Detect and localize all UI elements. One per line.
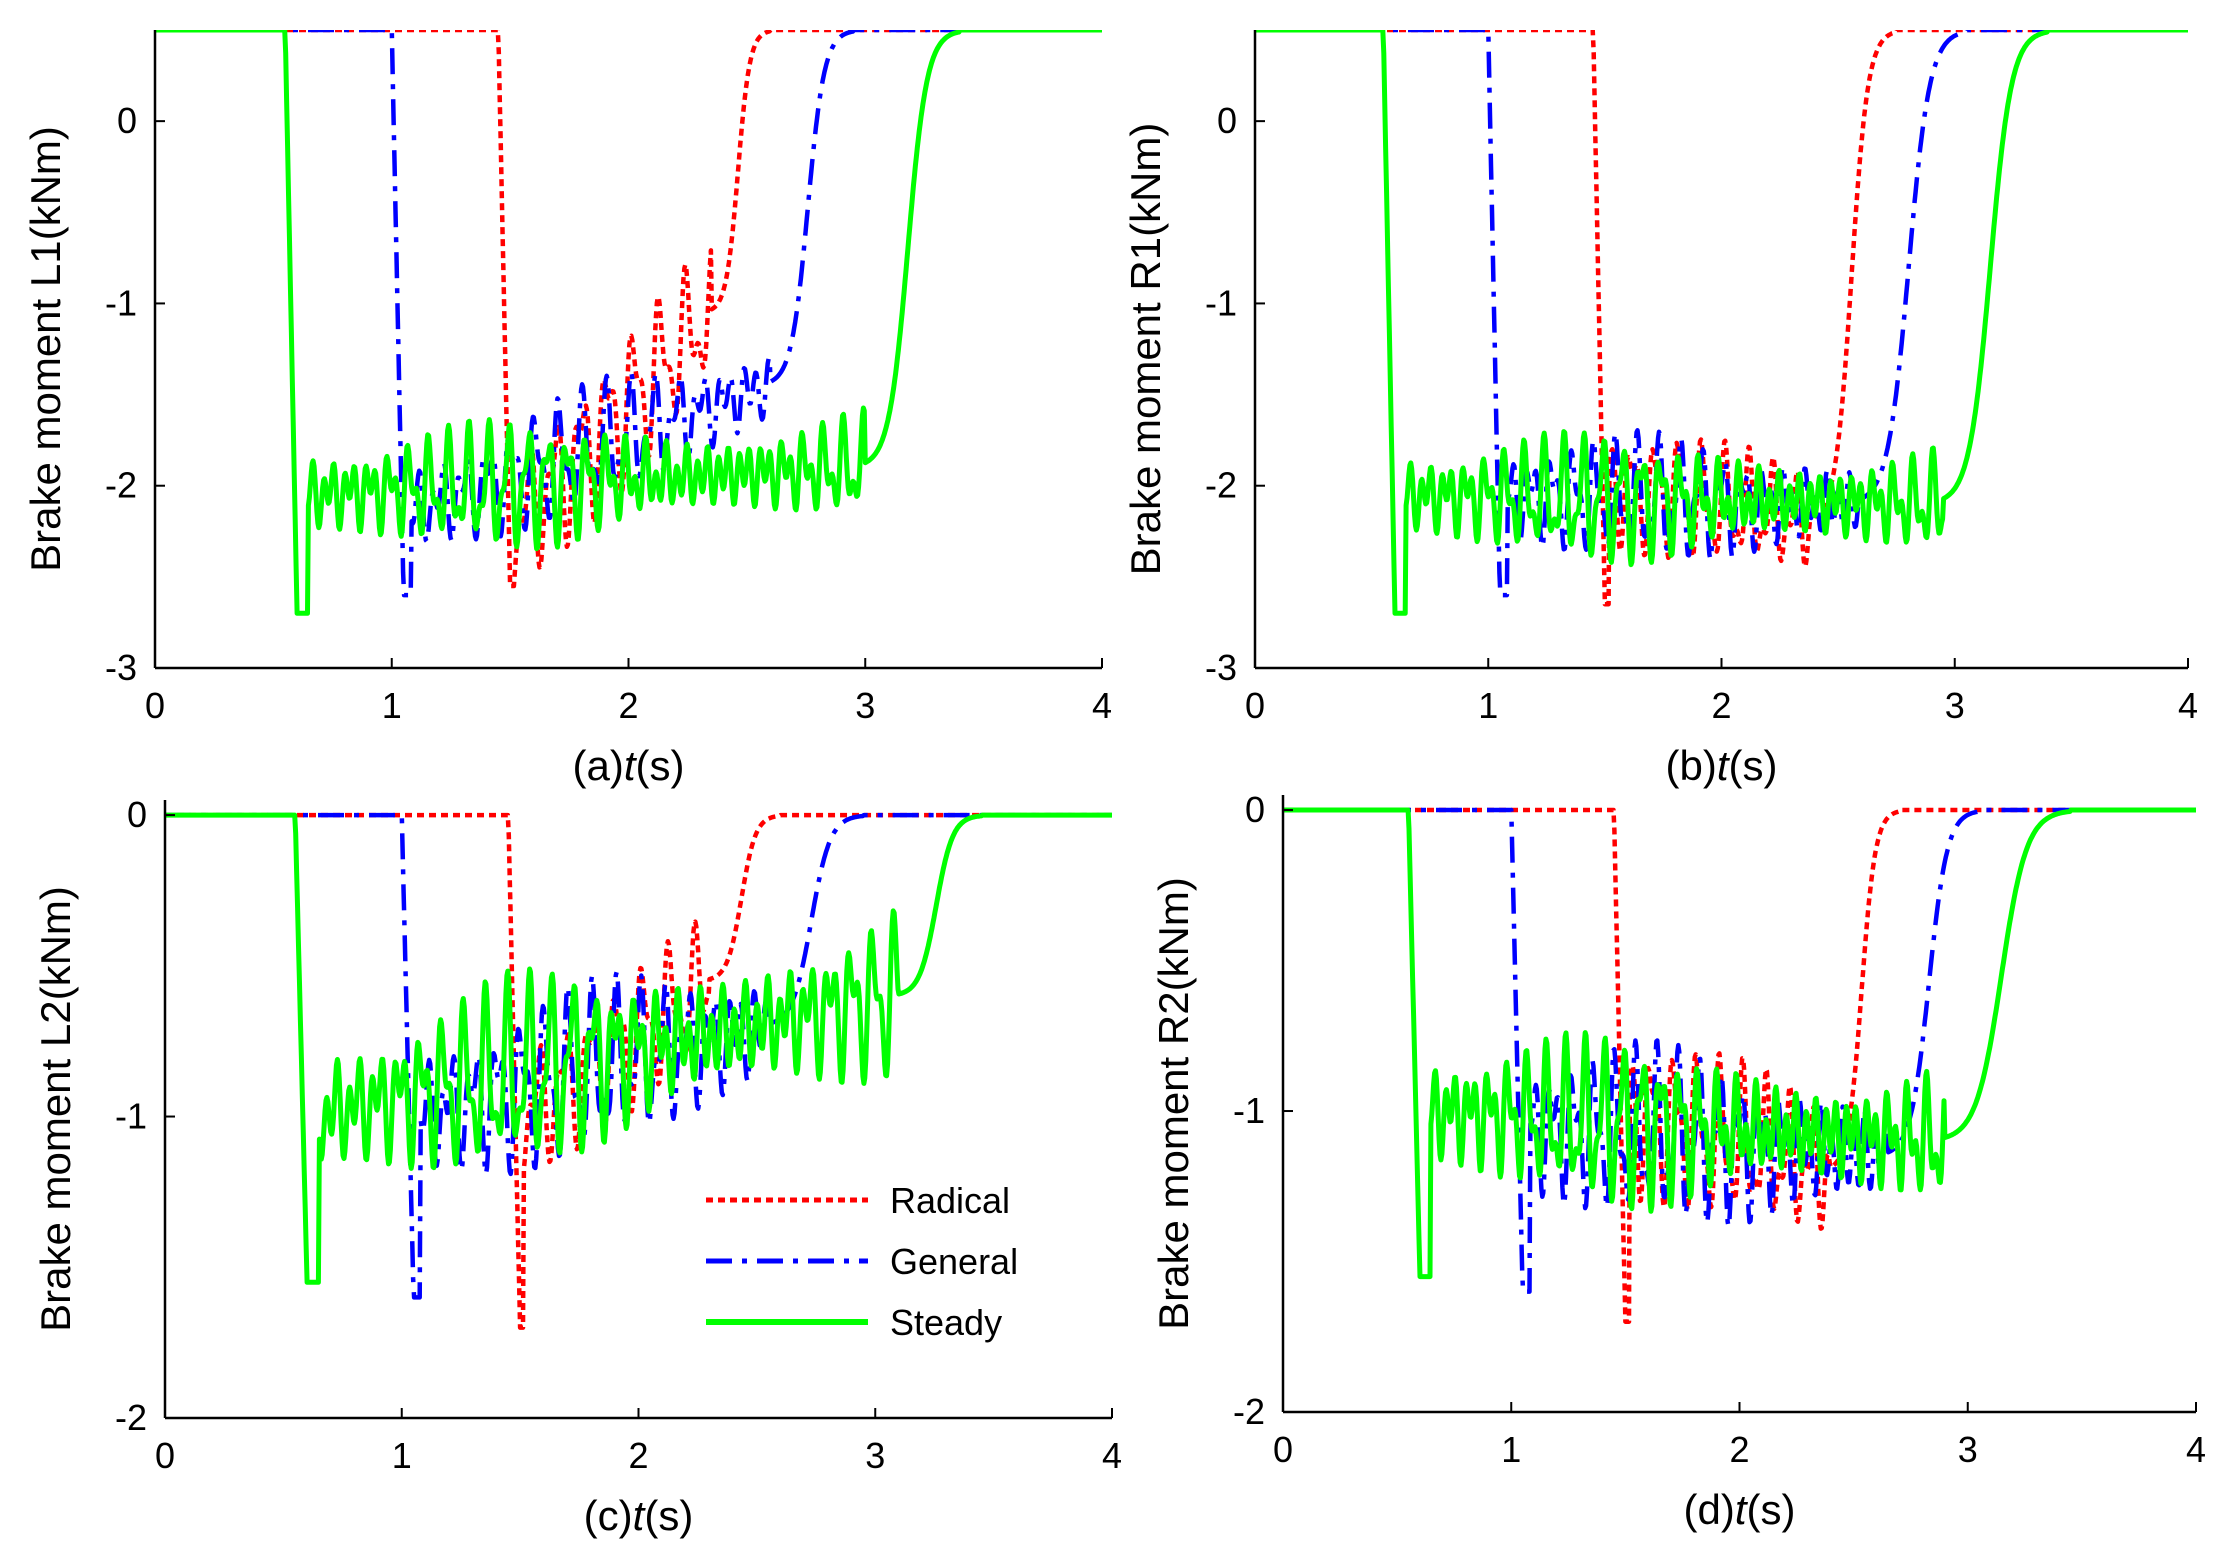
y-tick-label: -1 bbox=[105, 282, 137, 323]
y-tick-label: 0 bbox=[1217, 100, 1237, 141]
x-tick-label: 2 bbox=[618, 685, 638, 726]
x-tick-label: 0 bbox=[1273, 1429, 1293, 1470]
x-label-var: t bbox=[633, 1492, 647, 1539]
y-tick-label: -3 bbox=[1205, 647, 1237, 688]
x-label-var: t bbox=[624, 742, 638, 789]
series-line-radical bbox=[155, 30, 1102, 589]
series-group bbox=[1255, 30, 2188, 616]
panel-b: 0 1 2 3 4 -3 -2 -1 0 (b)t(s) Brake moment R1(kNm) bbox=[1122, 30, 2198, 789]
x-tick-label: 1 bbox=[392, 1435, 412, 1476]
x-label-prefix: (b) bbox=[1666, 742, 1717, 789]
panels: 0 1 2 3 4-3-2-10(a)t(s)Brake moment L1(kNm)0… bbox=[22, 30, 2206, 1539]
x-tick-label: 0 bbox=[145, 685, 165, 726]
x-tick-label: 3 bbox=[1945, 685, 1965, 726]
x-tick-label: 1 bbox=[1478, 685, 1498, 726]
x-axis-label: (c)t(s) bbox=[584, 1492, 694, 1539]
x-label-var: t bbox=[1735, 1486, 1749, 1533]
legend-label-steady: Steady bbox=[890, 1302, 1002, 1343]
x-tick-label: 1 bbox=[1501, 1429, 1521, 1470]
x-axis-label: (a)t(s) bbox=[573, 742, 685, 789]
legend-label-radical: Radical bbox=[890, 1180, 1010, 1221]
x-tick-label: 3 bbox=[1958, 1429, 1978, 1470]
y-tick-label: -2 bbox=[1233, 1391, 1265, 1432]
x-label-unit: (s) bbox=[1747, 1486, 1796, 1533]
y-axis-label: Brake moment L2(kNm) bbox=[32, 886, 79, 1332]
x-axis-label: (d)t(s) bbox=[1684, 1486, 1796, 1533]
x-label-unit: (s) bbox=[644, 1492, 693, 1539]
y-tick-label: -2 bbox=[1205, 465, 1237, 506]
x-label-prefix: (d) bbox=[1684, 1486, 1735, 1533]
y-tick-label: -3 bbox=[105, 647, 137, 688]
x-tick-label: 0 bbox=[1245, 685, 1265, 726]
x-tick-label: 0 bbox=[155, 1435, 175, 1476]
series-line-steady bbox=[1283, 807, 2196, 1280]
series-line-steady bbox=[1255, 30, 2188, 616]
x-tick-label: 1 bbox=[382, 685, 402, 726]
x-axis-label: (b)t(s) bbox=[1666, 742, 1778, 789]
x-tick-label: 4 bbox=[2186, 1429, 2206, 1470]
y-tick-label: 0 bbox=[127, 794, 147, 835]
x-label-prefix: (a) bbox=[573, 742, 624, 789]
x-tick-label: 3 bbox=[865, 1435, 885, 1476]
y-axis-label: Brake moment R2(kNm) bbox=[1150, 877, 1197, 1330]
series-group bbox=[1283, 807, 2196, 1324]
panel-d: 0 1 2 3 4 -2 -1 0 (d)t(s) Brake moment R2(kNm) bbox=[1150, 789, 2206, 1533]
x-label-unit: (s) bbox=[1729, 742, 1778, 789]
legend: Radical General Steady bbox=[706, 1180, 1018, 1343]
y-tick-label: -2 bbox=[115, 1397, 147, 1438]
x-tick-label: 2 bbox=[1711, 685, 1731, 726]
x-label-unit: (s) bbox=[636, 742, 685, 789]
y-tick-label: -1 bbox=[1205, 282, 1237, 323]
y-tick-label: 0 bbox=[117, 100, 137, 141]
series-line-steady bbox=[155, 30, 1102, 616]
y-axis-label: Brake moment R1(kNm) bbox=[1122, 123, 1169, 576]
x-label-prefix: (c) bbox=[584, 1492, 633, 1539]
x-tick-label: 2 bbox=[1729, 1429, 1749, 1470]
series-group bbox=[155, 30, 1102, 616]
x-label-var: t bbox=[1717, 742, 1731, 789]
y-tick-label: -1 bbox=[115, 1096, 147, 1137]
y-tick-label: -2 bbox=[105, 465, 137, 506]
series-group bbox=[165, 812, 1112, 1330]
x-tick-label: 3 bbox=[855, 685, 875, 726]
panel-c: 0 1 2 3 4 -2 -1 0 (c)t(s) Brake moment L2(kNm) bbox=[32, 794, 1122, 1539]
series-line-steady bbox=[165, 812, 1112, 1285]
x-tick-label: 4 bbox=[1102, 1435, 1122, 1476]
x-tick-label: 4 bbox=[1092, 685, 1112, 726]
y-tick-label: -1 bbox=[1233, 1090, 1265, 1131]
y-axis-label: Brake moment L1(kNm) bbox=[22, 126, 69, 572]
y-tick-label: 0 bbox=[1245, 789, 1265, 830]
series-line-general bbox=[155, 30, 1102, 598]
x-tick-label: 2 bbox=[628, 1435, 648, 1476]
legend-label-general: General bbox=[890, 1241, 1018, 1282]
x-tick-label: 4 bbox=[2178, 685, 2198, 726]
series-line-general bbox=[165, 812, 1112, 1300]
panel-a: 0 1 2 3 4 -3 -2 -1 0 (a)t(s) Brake moment L1(kNm) bbox=[22, 30, 1112, 789]
